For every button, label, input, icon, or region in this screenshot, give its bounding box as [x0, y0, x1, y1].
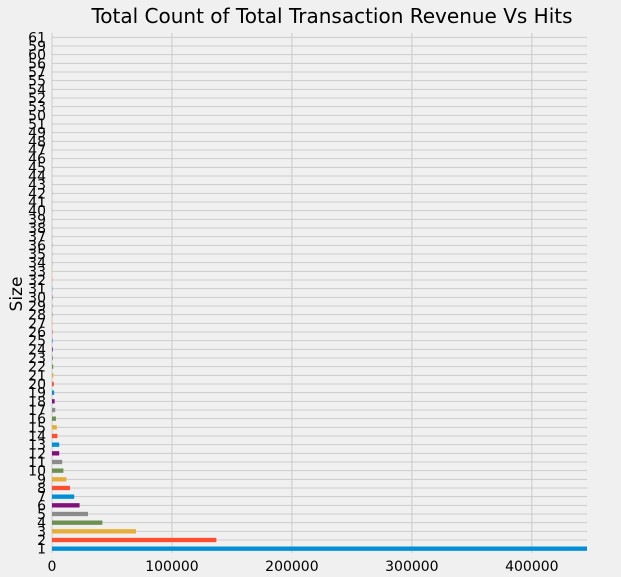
bar-26	[52, 329, 53, 335]
y-tick-label-29: 29	[28, 299, 46, 315]
bar-13	[52, 442, 60, 447]
y-tick-label-38: 38	[28, 221, 46, 237]
y-tick-label-61: 61	[28, 30, 46, 46]
y-tick-label-14: 14	[28, 429, 46, 445]
y-tick-label-41: 41	[28, 195, 46, 211]
y-tick-label-19: 19	[28, 386, 46, 402]
y-tick-label-26: 26	[28, 325, 46, 341]
y-tick-label-33: 33	[28, 264, 46, 280]
y-tick-label-50: 50	[28, 108, 46, 124]
bar-12	[52, 451, 60, 456]
y-tick-label-18: 18	[28, 394, 46, 410]
y-tick-label-54: 54	[28, 82, 46, 98]
y-tick-label-2: 2	[37, 533, 46, 549]
y-tick-label-22: 22	[28, 360, 46, 376]
bar-9	[52, 477, 67, 482]
y-tick-label-56: 56	[28, 56, 46, 72]
bar-20	[52, 381, 54, 387]
y-tick-label-46: 46	[28, 152, 46, 168]
bar-8	[52, 485, 70, 491]
bar-16	[52, 416, 56, 421]
y-tick-label-49: 49	[28, 126, 46, 142]
y-tick-label-20: 20	[28, 377, 46, 393]
grid	[51, 33, 587, 553]
bar-17	[52, 407, 56, 413]
x-tick-label-1: 100000	[145, 559, 198, 575]
y-tick-label-52: 52	[28, 91, 46, 107]
x-tick-label-4: 400000	[505, 559, 558, 575]
bar-3	[52, 529, 136, 534]
y-tick-label-31: 31	[28, 282, 46, 298]
y-tick-label-4: 4	[37, 516, 46, 532]
y-tick-label-57: 57	[28, 65, 46, 81]
y-tick-label-45: 45	[28, 160, 46, 176]
bar-24	[52, 347, 53, 352]
bar-22	[52, 364, 54, 369]
bar-21	[52, 373, 54, 378]
y-tick-label-53: 53	[28, 100, 46, 116]
bar-7	[52, 494, 75, 499]
bar-2	[52, 537, 217, 543]
y-tick-label-23: 23	[28, 351, 46, 367]
y-tick-label-37: 37	[28, 230, 46, 246]
y-tick-label-17: 17	[28, 403, 46, 419]
y-tick-label-48: 48	[28, 134, 46, 150]
y-tick-label-8: 8	[37, 481, 46, 497]
x-tick-label-0: 0	[48, 559, 57, 575]
bar-10	[52, 468, 64, 473]
y-tick-label-28: 28	[28, 308, 46, 324]
bar-18	[52, 399, 55, 404]
bar-19	[52, 390, 55, 395]
y-tick-label-39: 39	[28, 212, 46, 228]
y-tick-label-43: 43	[28, 178, 46, 194]
bar-4	[52, 520, 103, 525]
y-tick-label-44: 44	[28, 169, 46, 185]
y-tick-label-47: 47	[28, 143, 46, 159]
x-tick-label-3: 300000	[385, 559, 438, 575]
y-tick-label-5: 5	[37, 507, 46, 523]
y-tick-label-25: 25	[28, 334, 46, 350]
y-tick-label-40: 40	[28, 204, 46, 220]
y-tick-label-11: 11	[28, 455, 46, 471]
y-tick-label-13: 13	[28, 438, 46, 454]
y-tick-label-42: 42	[28, 186, 46, 202]
y-tick-label-12: 12	[28, 446, 46, 462]
y-tick-label-30: 30	[28, 290, 46, 306]
y-tick-label-36: 36	[28, 238, 46, 254]
x-tick-labels: 0 100000 200000 300000 400000	[48, 559, 559, 575]
y-tick-label-32: 32	[28, 273, 46, 289]
y-tick-label-24: 24	[28, 342, 46, 358]
y-tick-label-16: 16	[28, 412, 46, 428]
y-tick-label-3: 3	[37, 524, 46, 540]
y-tick-labels: 1234567891011121314151617181920212223242…	[28, 30, 46, 557]
chart-title: Total Count of Total Transaction Revenue…	[90, 4, 572, 28]
bar-6	[52, 503, 80, 508]
y-tick-label-34: 34	[28, 256, 46, 272]
y-tick-label-6: 6	[37, 498, 46, 514]
y-tick-label-55: 55	[28, 74, 46, 90]
y-tick-label-59: 59	[28, 39, 46, 55]
bar-23	[52, 355, 53, 361]
y-tick-label-1: 1	[37, 542, 46, 558]
y-tick-label-21: 21	[28, 368, 46, 384]
bar-14	[52, 433, 58, 439]
bar-1	[52, 546, 587, 551]
y-tick-label-60: 60	[28, 48, 46, 64]
y-tick-label-9: 9	[37, 472, 46, 488]
y-tick-label-7: 7	[37, 490, 46, 506]
y-tick-label-10: 10	[28, 464, 46, 480]
x-tick-label-2: 200000	[265, 559, 318, 575]
bar-15	[52, 425, 57, 430]
bars	[52, 35, 587, 551]
y-axis-label: Size	[7, 277, 27, 312]
y-tick-label-35: 35	[28, 247, 46, 263]
y-tick-label-27: 27	[28, 316, 46, 332]
bar-25	[52, 338, 53, 343]
y-tick-label-15: 15	[28, 420, 46, 436]
bar-11	[52, 459, 63, 465]
y-tick-label-51: 51	[28, 117, 46, 133]
bar-5	[52, 511, 88, 517]
